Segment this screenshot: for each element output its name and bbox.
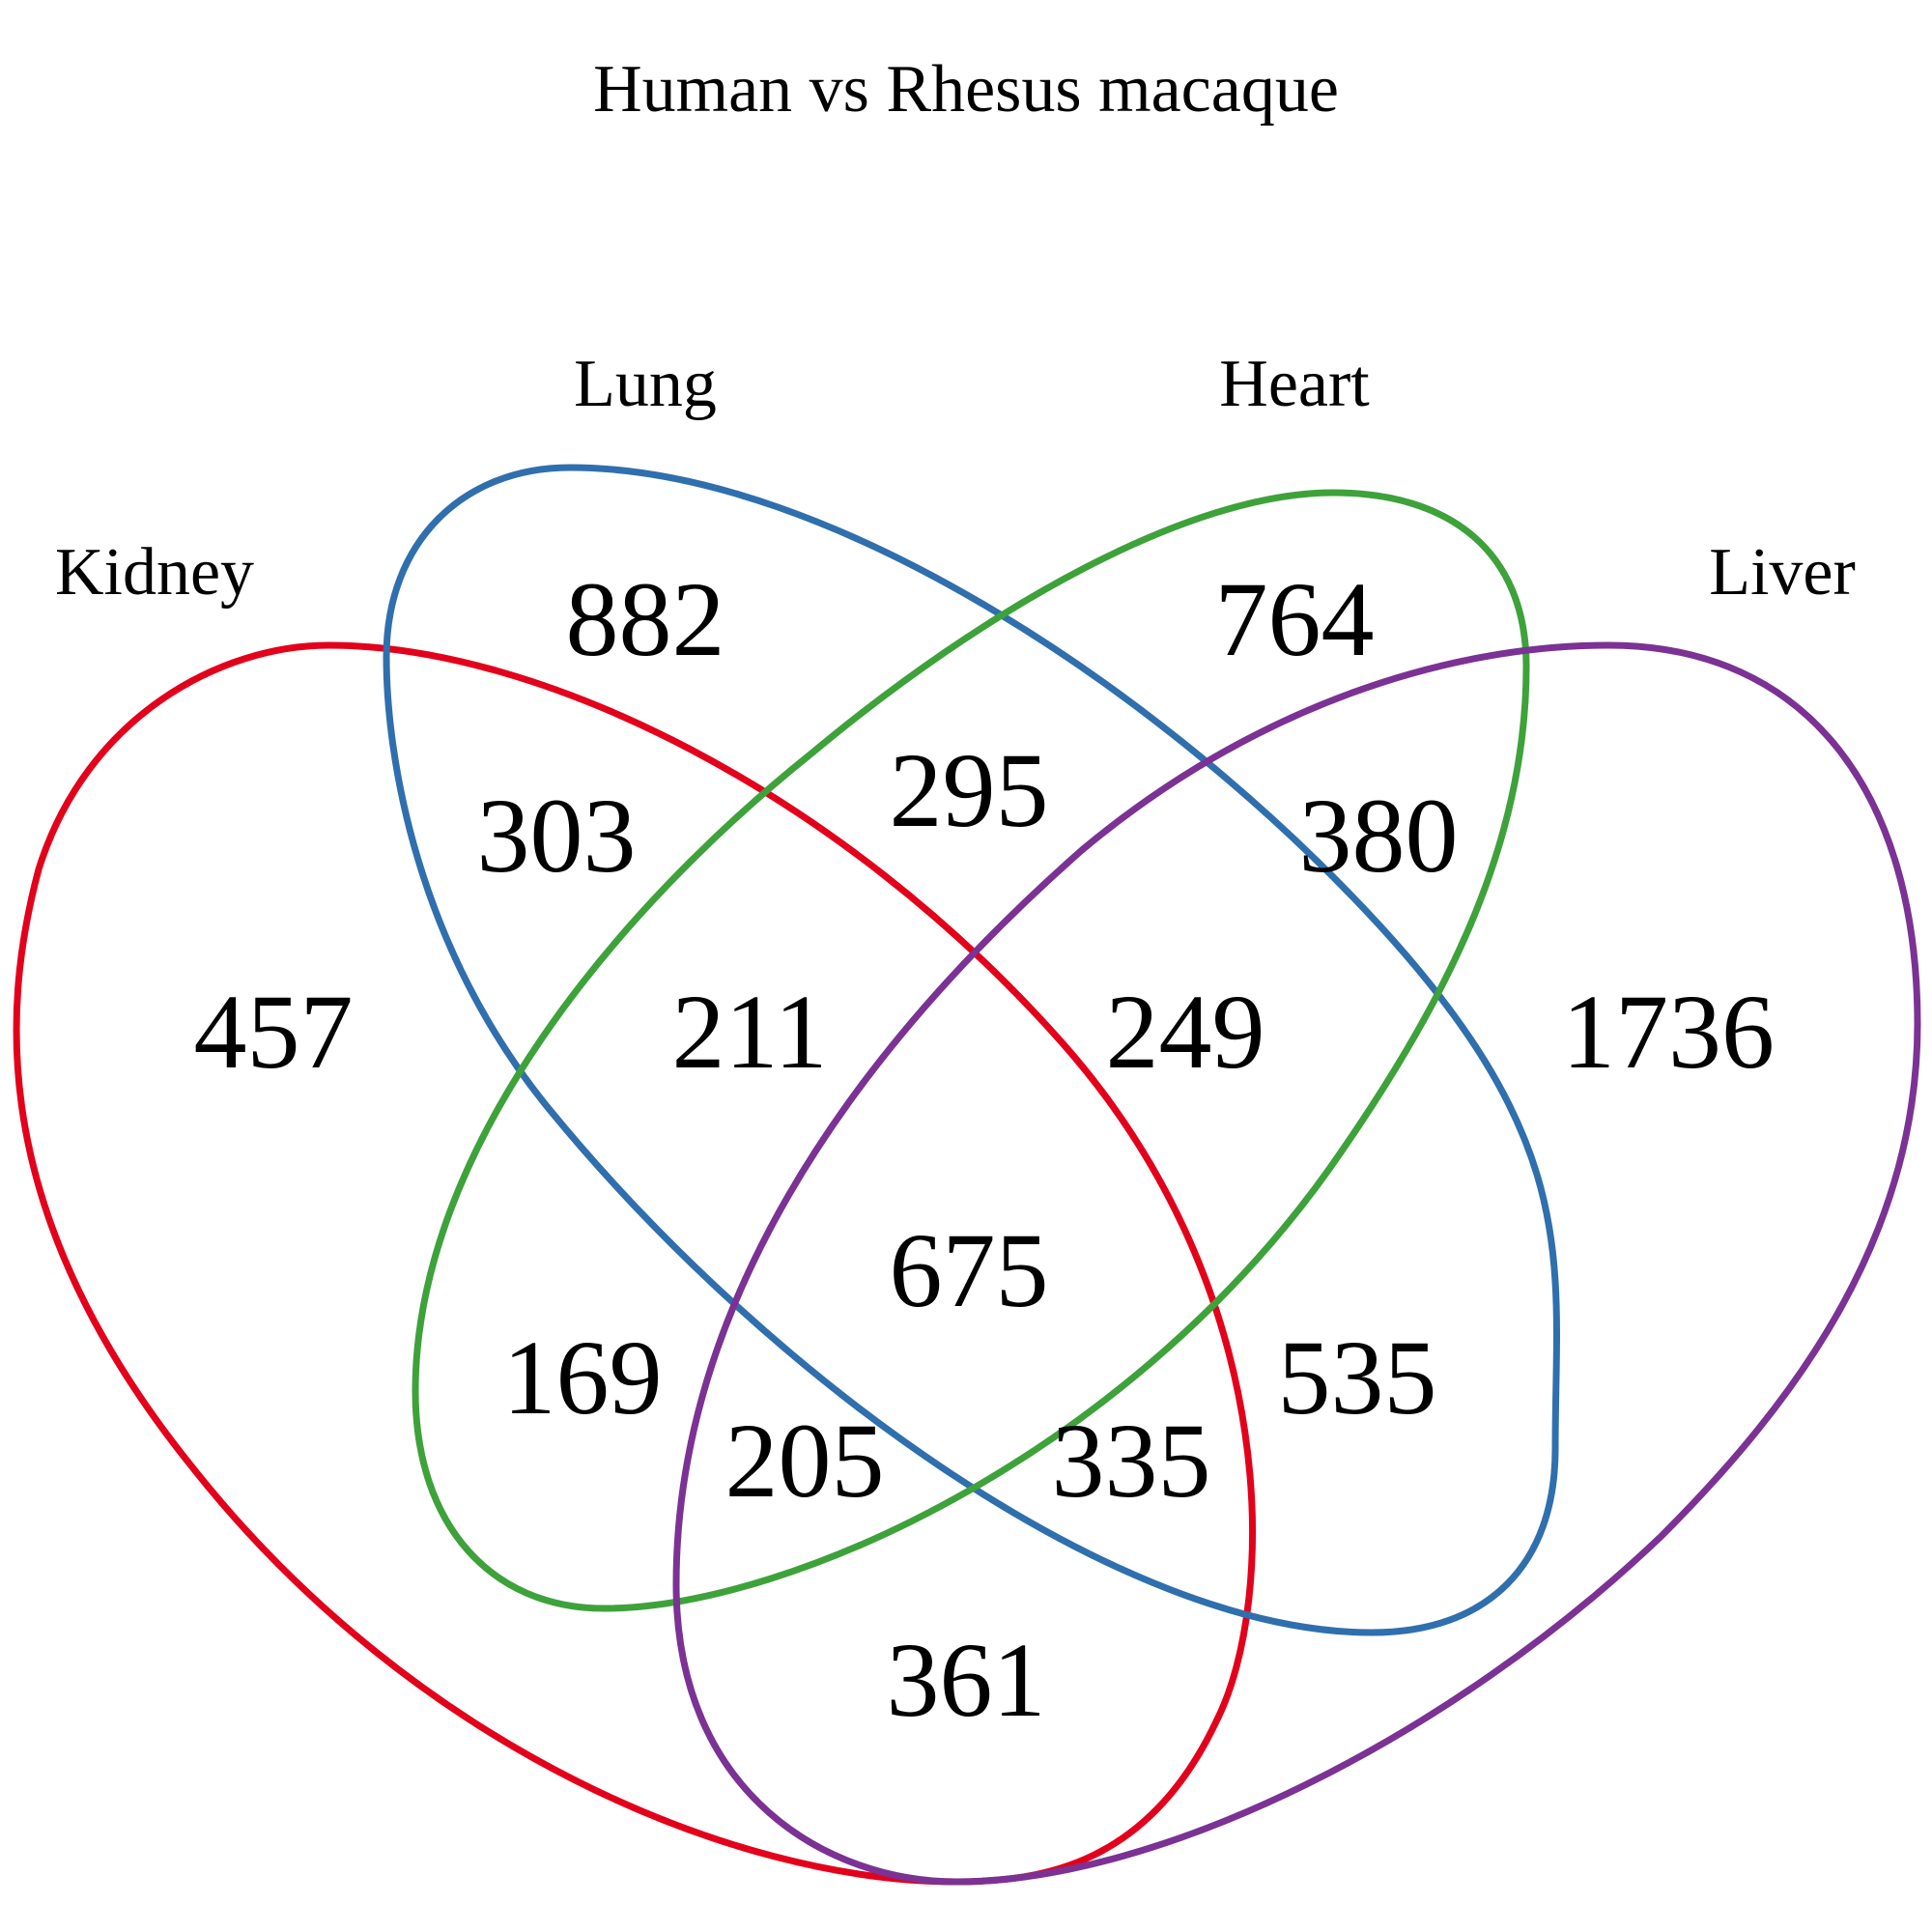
count-heart-liver: 380	[1299, 777, 1459, 895]
count-kidney-only: 457	[194, 973, 354, 1091]
set-label-lung: Lung	[574, 347, 717, 421]
count-lung-heart-liver: 249	[1106, 973, 1265, 1091]
count-liver-only: 1736	[1562, 973, 1775, 1091]
count-lung-only: 882	[566, 560, 725, 678]
count-all-four: 675	[890, 1211, 1049, 1329]
set-label-liver: Liver	[1709, 535, 1856, 610]
count-kidney-lung-liver: 335	[1052, 1402, 1211, 1520]
lung-ellipse	[383, 464, 1560, 1636]
diagram-title: Human vs Rhesus macaque	[593, 52, 1339, 127]
count-heart-only: 764	[1215, 560, 1375, 678]
count-kidney-liver: 361	[887, 1621, 1046, 1739]
set-label-heart: Heart	[1219, 347, 1370, 421]
count-lung-liver: 535	[1278, 1319, 1437, 1436]
set-label-kidney: Kidney	[55, 535, 254, 610]
heart-ellipse	[412, 489, 1530, 1612]
count-kidney-heart: 169	[503, 1319, 663, 1436]
count-kidney-lung: 303	[477, 777, 637, 895]
count-kidney-lung-heart: 211	[672, 973, 828, 1091]
liver-ellipse	[672, 641, 1921, 1886]
count-kidney-heart-liver: 205	[725, 1402, 885, 1520]
count-lung-heart: 295	[890, 731, 1049, 849]
